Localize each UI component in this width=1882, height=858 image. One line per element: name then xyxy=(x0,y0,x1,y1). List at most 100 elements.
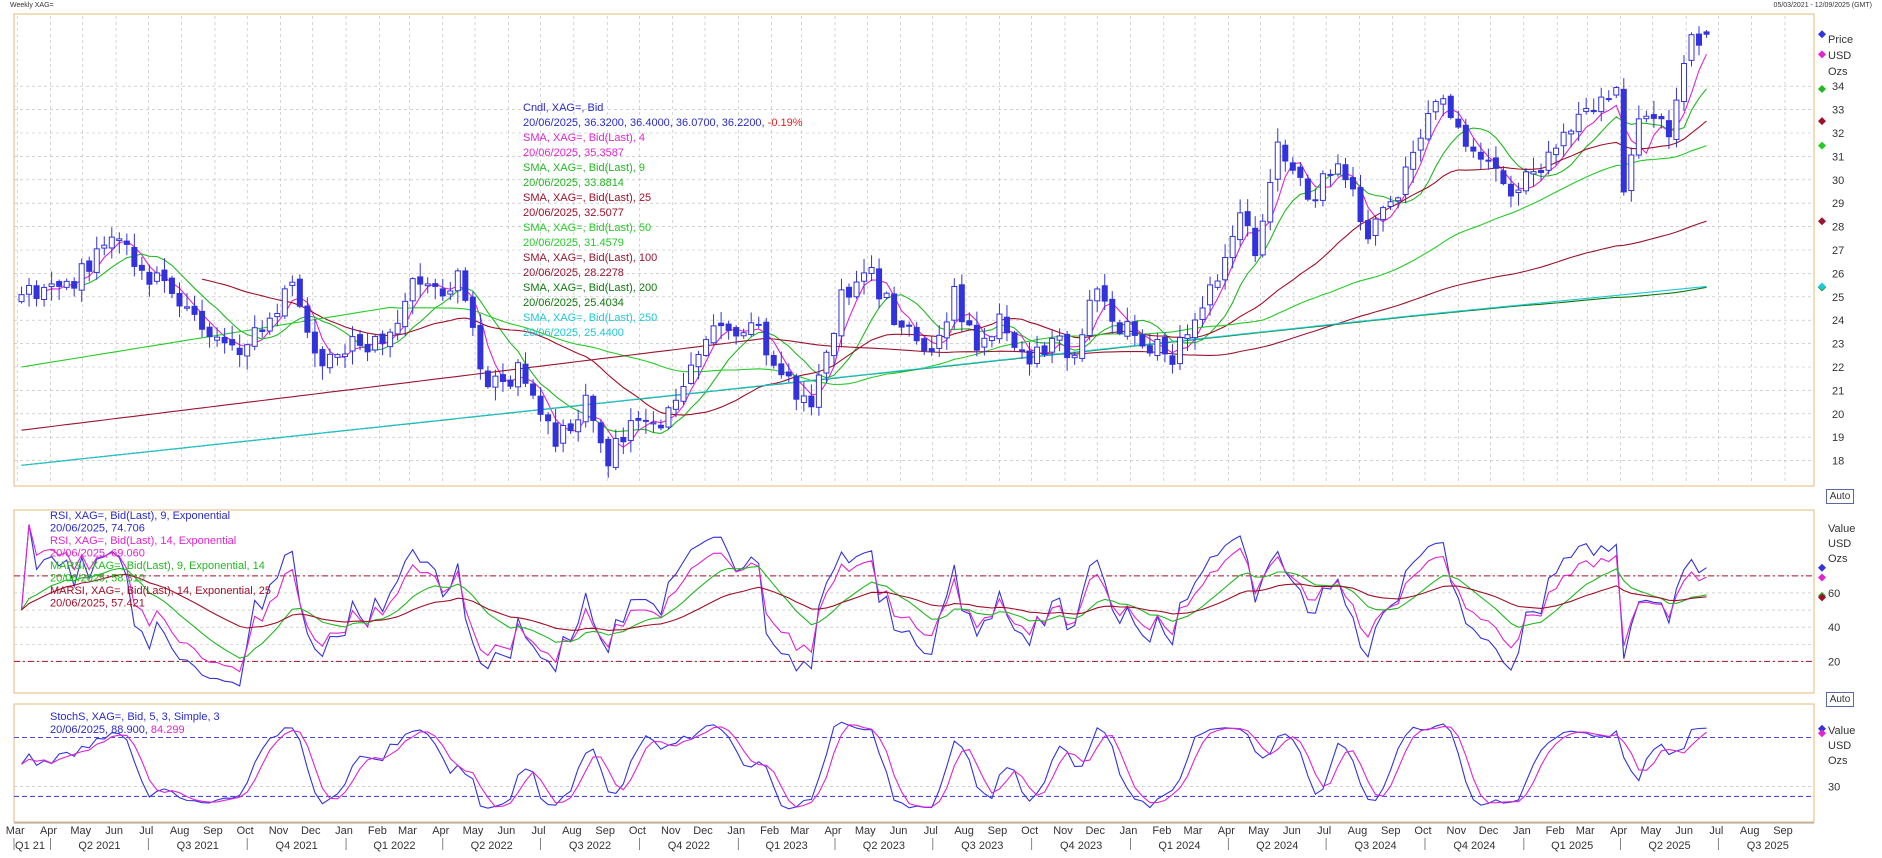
candle-body[interactable] xyxy=(1620,88,1627,193)
candle-body[interactable] xyxy=(1327,173,1334,176)
candle-body[interactable] xyxy=(710,325,717,344)
candle-body[interactable] xyxy=(793,375,800,400)
candle-body[interactable] xyxy=(462,270,469,301)
candle-body[interactable] xyxy=(1643,115,1650,120)
candle-body[interactable] xyxy=(1462,124,1469,147)
candle-body[interactable] xyxy=(1214,280,1221,288)
candle-body[interactable] xyxy=(770,355,777,366)
candle-body[interactable] xyxy=(1049,337,1056,353)
candle-body[interactable] xyxy=(665,407,672,428)
candle-body[interactable] xyxy=(229,339,236,346)
candle-body[interactable] xyxy=(1395,197,1402,202)
candle-body[interactable] xyxy=(1650,114,1657,119)
candle-body[interactable] xyxy=(1432,101,1439,113)
candle-body[interactable] xyxy=(981,337,988,348)
candle-body[interactable] xyxy=(1658,116,1665,120)
candle-body[interactable] xyxy=(1357,187,1364,223)
candle-body[interactable] xyxy=(1041,345,1048,355)
candle-body[interactable] xyxy=(695,353,702,368)
candle-body[interactable] xyxy=(108,236,115,249)
candle-body[interactable] xyxy=(1274,141,1281,180)
candle-body[interactable] xyxy=(1116,322,1123,334)
candle-body[interactable] xyxy=(1259,220,1266,256)
candle-body[interactable] xyxy=(1131,321,1138,336)
candle-body[interactable] xyxy=(868,266,875,274)
candle-body[interactable] xyxy=(680,385,687,402)
candle-body[interactable] xyxy=(1703,31,1710,35)
candle-body[interactable] xyxy=(1628,154,1635,192)
candle-body[interactable] xyxy=(537,395,544,415)
candle-body[interactable] xyxy=(357,334,364,346)
candle-body[interactable] xyxy=(319,349,326,367)
candle-body[interactable] xyxy=(1237,212,1244,241)
candle-body[interactable] xyxy=(755,323,762,326)
candle-body[interactable] xyxy=(326,353,333,369)
price-auto-scale-button[interactable]: Auto xyxy=(1826,489,1854,504)
candle-body[interactable] xyxy=(891,293,898,326)
candle-body[interactable] xyxy=(552,422,559,447)
candle-body[interactable] xyxy=(439,288,446,297)
candle-body[interactable] xyxy=(1079,334,1086,359)
candle-body[interactable] xyxy=(1447,95,1454,118)
candle-body[interactable] xyxy=(48,283,55,288)
candle-body[interactable] xyxy=(1071,354,1078,359)
price-panel[interactable]: 18 19 20 21 22 23 24 25 26 27 28 29 30 31 32 33 34 Cndl, … xyxy=(13,13,1853,487)
candle-body[interactable] xyxy=(627,420,634,441)
candle-body[interactable] xyxy=(432,283,439,287)
candle-body[interactable] xyxy=(1199,307,1206,320)
candle-body[interactable] xyxy=(650,422,657,425)
candle-body[interactable] xyxy=(973,324,980,351)
candle-body[interactable] xyxy=(1184,334,1191,339)
candle-body[interactable] xyxy=(499,374,506,382)
candle-body[interactable] xyxy=(703,339,710,356)
candle-body[interactable] xyxy=(1680,63,1687,103)
candle-body[interactable] xyxy=(612,438,619,468)
candle-body[interactable] xyxy=(1553,147,1560,156)
candle-body[interactable] xyxy=(560,424,567,444)
candle-body[interactable] xyxy=(951,285,958,321)
candle-body[interactable] xyxy=(1056,335,1063,341)
candle-body[interactable] xyxy=(1192,319,1199,339)
candle-body[interactable] xyxy=(1034,346,1041,364)
candle-body[interactable] xyxy=(1605,98,1612,101)
candle-body[interactable] xyxy=(605,438,612,467)
candle-body[interactable] xyxy=(259,329,266,332)
candle-body[interactable] xyxy=(244,344,251,357)
candle-body[interactable] xyxy=(1289,162,1296,171)
candle-body[interactable] xyxy=(657,424,664,429)
candle-body[interactable] xyxy=(372,335,379,351)
candle-body[interactable] xyxy=(168,277,175,294)
candle-body[interactable] xyxy=(785,371,792,377)
candle-body[interactable] xyxy=(379,333,386,344)
candle-body[interactable] xyxy=(424,283,431,287)
candle-body[interactable] xyxy=(1635,118,1642,156)
candle-body[interactable] xyxy=(1304,178,1311,200)
candle-body[interactable] xyxy=(876,268,883,300)
candle-body[interactable] xyxy=(928,348,935,353)
candle-body[interactable] xyxy=(958,284,965,323)
candle-body[interactable] xyxy=(477,324,484,370)
candle-body[interactable] xyxy=(1417,137,1424,151)
candle-body[interactable] xyxy=(492,375,499,388)
candle-body[interactable] xyxy=(597,422,604,444)
candle-body[interactable] xyxy=(1244,211,1251,227)
candle-body[interactable] xyxy=(530,383,537,396)
candle-body[interactable] xyxy=(1124,321,1131,337)
candle-body[interactable] xyxy=(1598,96,1605,113)
candle-body[interactable] xyxy=(387,331,394,348)
candle-body[interactable] xyxy=(1342,164,1349,181)
candle-body[interactable] xyxy=(1169,355,1176,365)
candle-body[interactable] xyxy=(808,395,815,408)
candle-body[interactable] xyxy=(93,248,100,273)
candle-body[interactable] xyxy=(199,310,206,330)
candle-body[interactable] xyxy=(1297,166,1304,178)
candle-body[interactable] xyxy=(447,290,454,295)
candle-body[interactable] xyxy=(454,270,461,292)
candle-body[interactable] xyxy=(1319,173,1326,201)
candle-body[interactable] xyxy=(161,269,168,282)
candle-body[interactable] xyxy=(1229,235,1236,259)
candle-body[interactable] xyxy=(349,336,356,352)
candle-body[interactable] xyxy=(1590,110,1597,113)
candle-body[interactable] xyxy=(123,240,130,245)
